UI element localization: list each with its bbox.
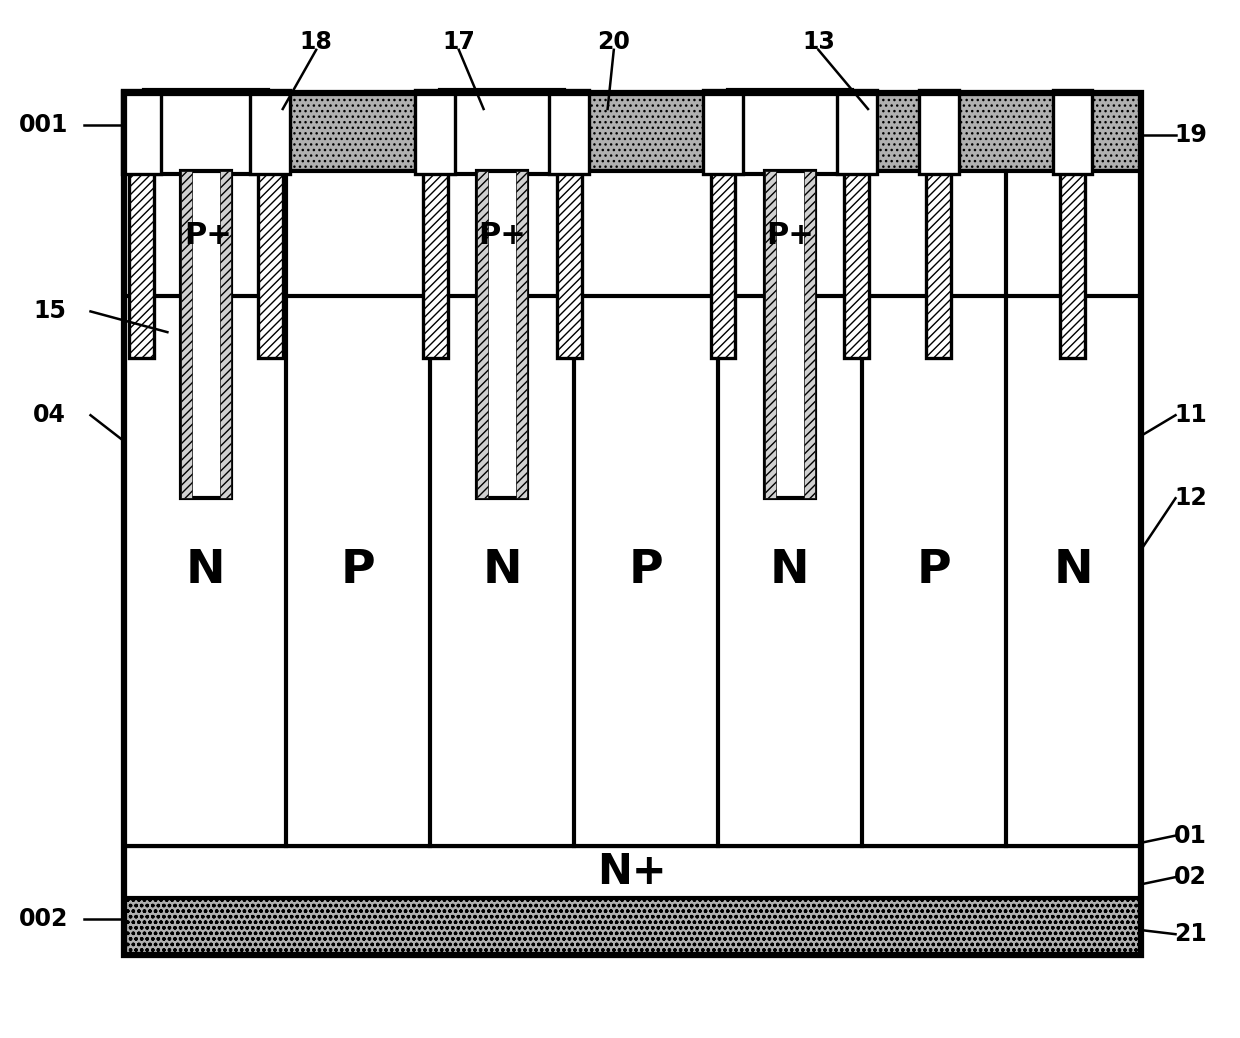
Text: 13: 13: [802, 29, 835, 54]
Bar: [919, 90, 959, 174]
Text: P: P: [916, 548, 951, 594]
Bar: [516, 171, 527, 498]
Text: 002: 002: [19, 906, 68, 931]
Text: N: N: [482, 548, 522, 594]
Text: N: N: [1054, 548, 1092, 594]
Bar: [765, 171, 776, 498]
Bar: [477, 171, 527, 498]
Text: 001: 001: [19, 112, 68, 137]
Text: 18: 18: [300, 29, 332, 54]
Bar: [258, 171, 283, 358]
Text: N+: N+: [598, 851, 667, 893]
Bar: [124, 898, 1141, 955]
Bar: [124, 93, 1141, 955]
Text: 15: 15: [33, 299, 66, 324]
Bar: [250, 90, 290, 174]
Bar: [1060, 171, 1085, 358]
Bar: [765, 171, 815, 498]
Text: 19: 19: [1174, 122, 1207, 147]
Bar: [477, 171, 489, 498]
Bar: [181, 171, 231, 498]
Text: 02: 02: [1174, 865, 1207, 890]
Bar: [711, 171, 735, 358]
Bar: [844, 171, 869, 358]
Bar: [703, 90, 743, 174]
Bar: [124, 296, 1141, 846]
Bar: [129, 171, 154, 358]
Text: 11: 11: [1174, 403, 1207, 428]
Text: P+: P+: [766, 221, 813, 250]
Bar: [557, 171, 582, 358]
Text: 01: 01: [1174, 823, 1207, 848]
Text: P+: P+: [185, 221, 232, 250]
Bar: [124, 846, 1141, 898]
Bar: [440, 90, 564, 174]
Bar: [122, 90, 161, 174]
Text: 21: 21: [1174, 922, 1207, 947]
Bar: [124, 171, 1141, 296]
Bar: [549, 90, 589, 174]
Text: 17: 17: [443, 29, 475, 54]
Text: 04: 04: [33, 403, 66, 428]
Bar: [728, 90, 852, 174]
Bar: [1053, 90, 1092, 174]
Bar: [423, 171, 448, 358]
Text: N: N: [186, 548, 224, 594]
Text: P: P: [341, 548, 376, 594]
Bar: [181, 171, 192, 498]
Text: P: P: [629, 548, 663, 594]
Bar: [415, 90, 455, 174]
Bar: [837, 90, 877, 174]
Text: 20: 20: [598, 29, 630, 54]
Bar: [144, 90, 268, 174]
Bar: [219, 171, 231, 498]
Bar: [124, 93, 1141, 171]
Text: N: N: [770, 548, 810, 594]
Bar: [926, 171, 951, 358]
Bar: [804, 171, 815, 498]
Text: P+: P+: [479, 221, 526, 250]
Text: 12: 12: [1174, 486, 1207, 511]
